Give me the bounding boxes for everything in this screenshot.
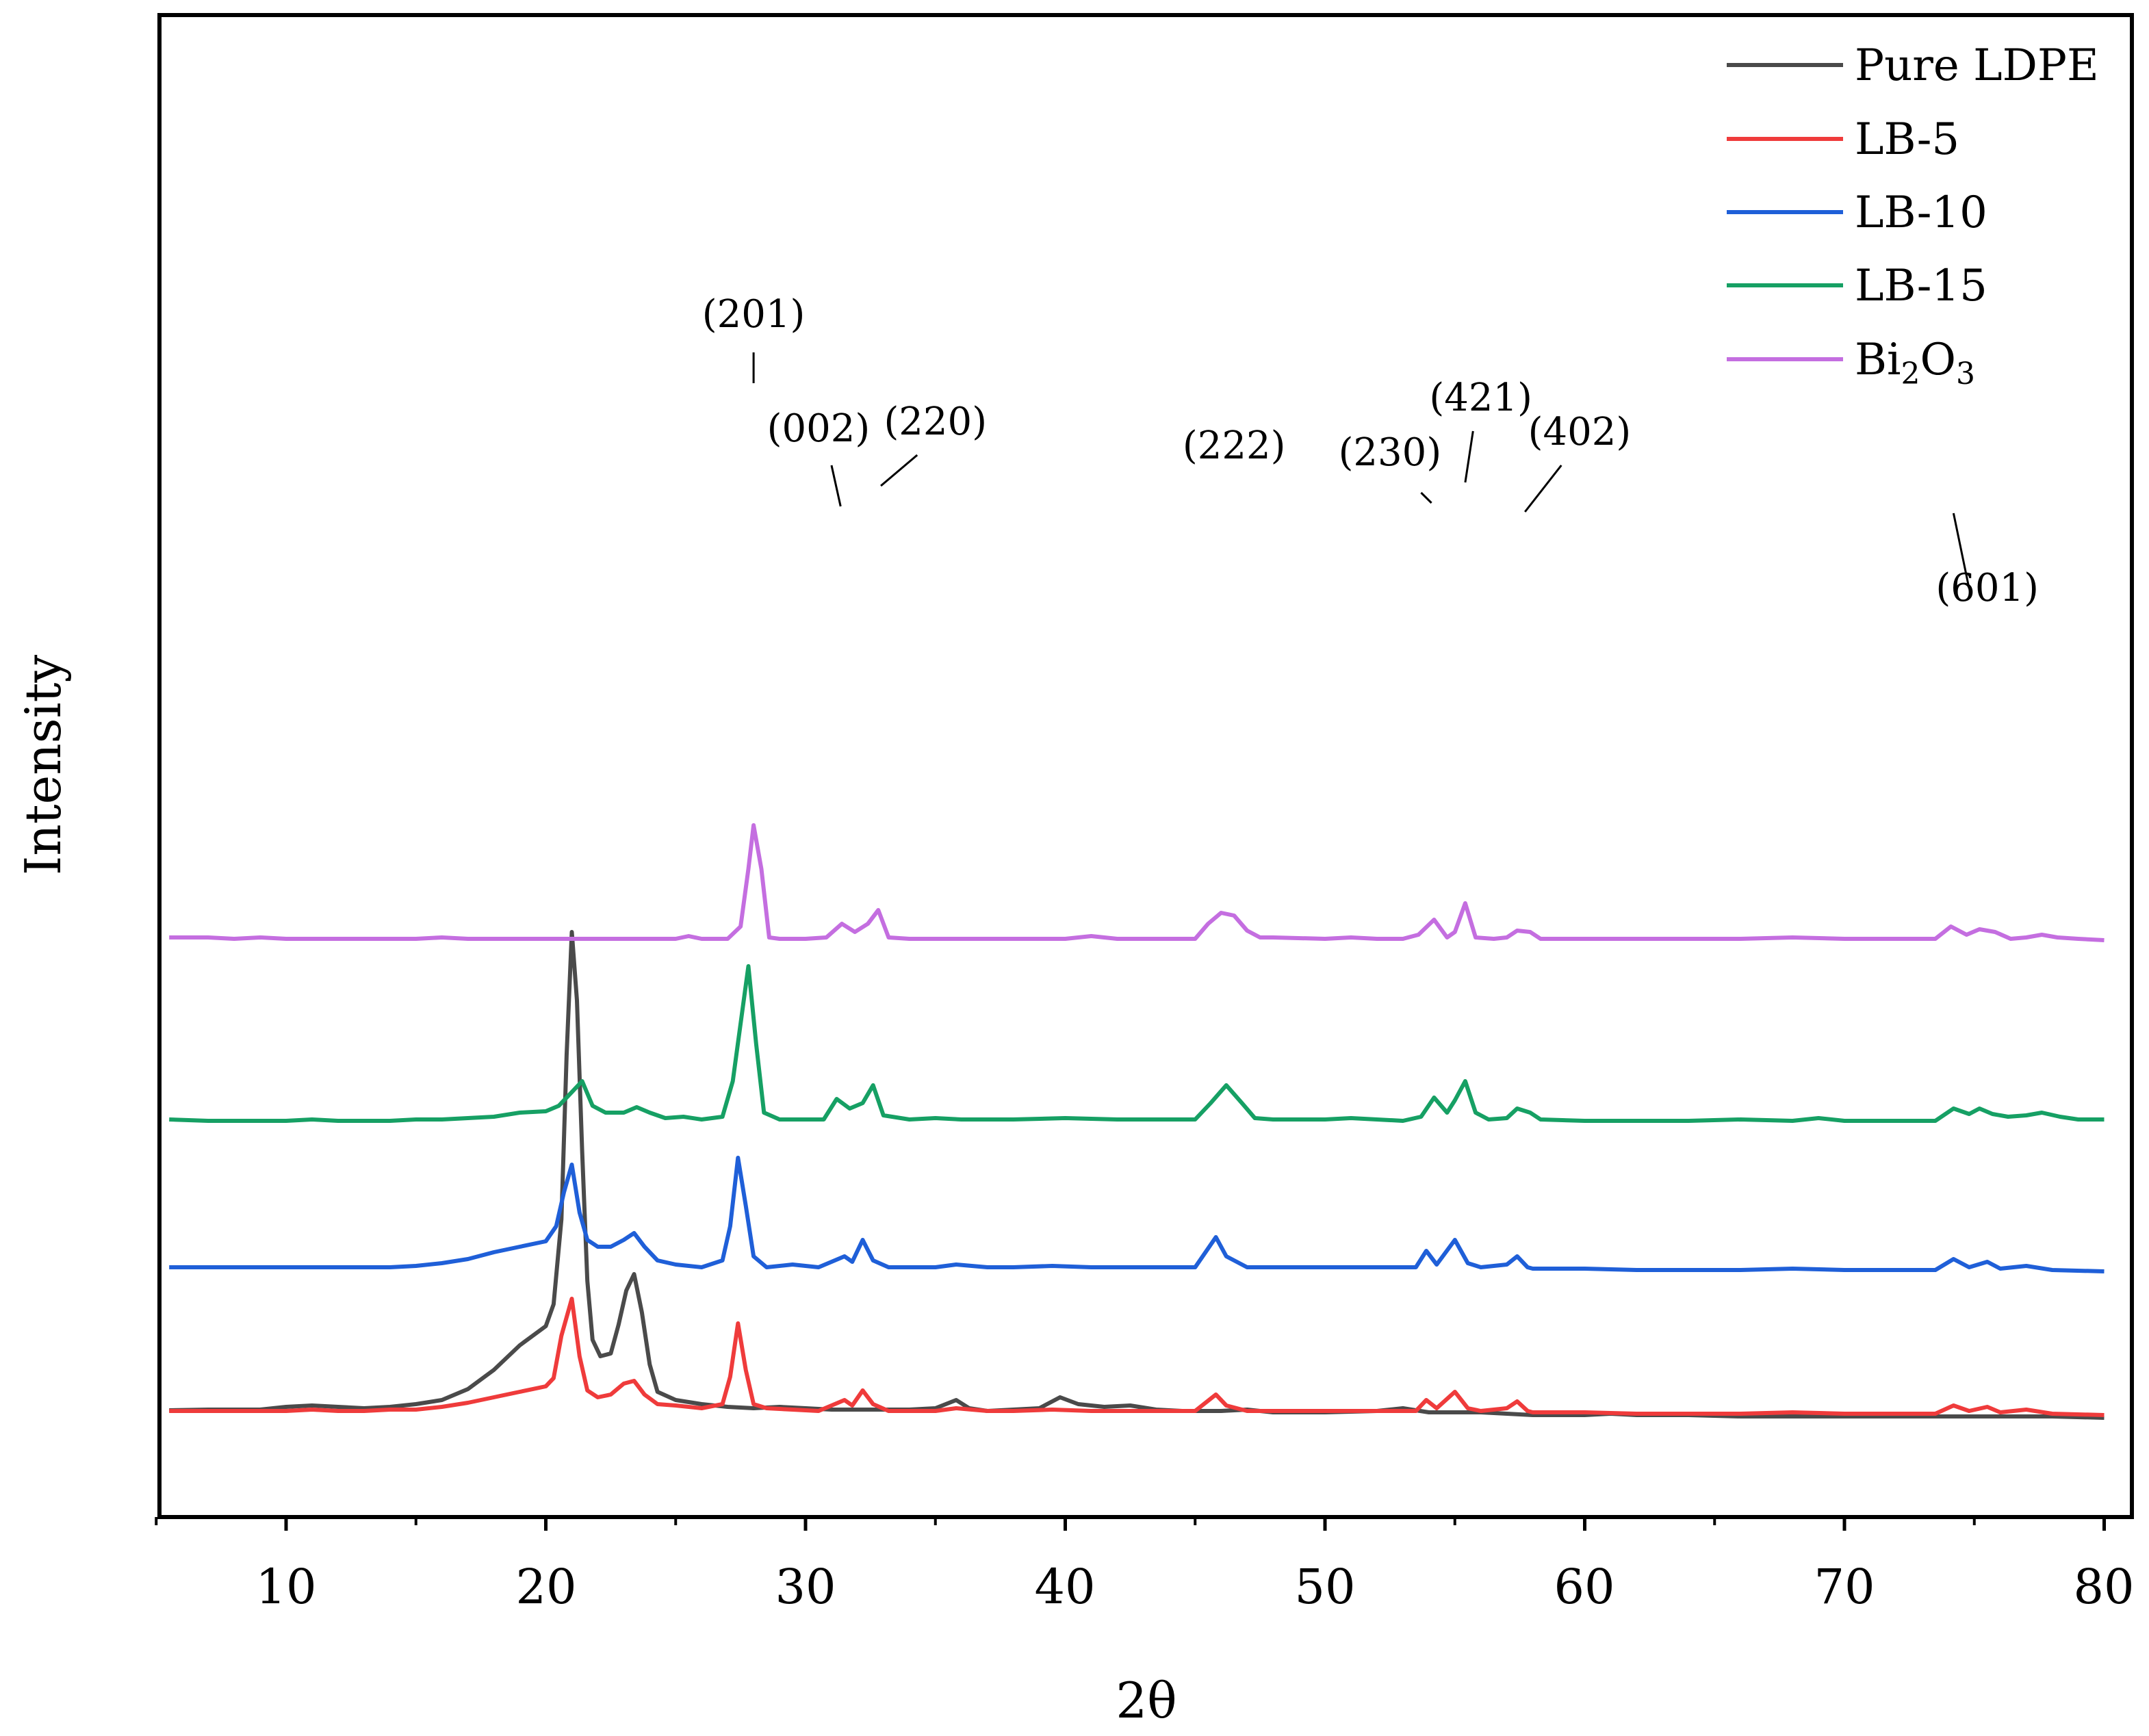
x-axis-ticks (155, 1517, 2106, 1531)
peak-annotations: (201) (002) (220) (222) (230) (421)(402) (601) (702, 292, 2039, 610)
series-group (169, 823, 2105, 1420)
x-tick-label-40: 40 (1034, 1559, 1095, 1615)
legend-bi2o3-bi: Bi (1855, 335, 1901, 385)
legend-label-pure-ldpe: Pure LDPE (1855, 40, 2099, 91)
legend-bi2o3-sub-3: 3 (1956, 357, 1975, 391)
x-tick-label-10: 10 (255, 1559, 316, 1615)
annotation-220: (220) (884, 400, 987, 444)
x-tick-label-30: 30 (775, 1559, 836, 1615)
x-tick-label-20: 20 (515, 1559, 576, 1615)
annotation-leader-230 (1420, 491, 1432, 504)
legend-label-lb-5: LB-5 (1855, 114, 1959, 165)
annotation-002: (002) (767, 406, 871, 451)
series-line-lb-10 (169, 1156, 2105, 1273)
legend-label-bi2o3: Bi2O3 (1855, 335, 1975, 391)
annotation-421: (421) (1429, 376, 1532, 420)
annotation-601: (601) (1935, 566, 2039, 610)
annotation-222: (222) (1183, 424, 1286, 468)
x-tick-label-50: 50 (1294, 1559, 1355, 1615)
x-axis-title: 2θ (1116, 1672, 1176, 1729)
annotation-201: (201) (702, 292, 806, 337)
annotation-leader-421 (1464, 430, 1474, 483)
x-axis-tick-labels: 10 20 30 40 50 60 70 80 (255, 1559, 2134, 1615)
series-line-lb-15 (169, 964, 2105, 1123)
legend-label-lb-15: LB-15 (1855, 261, 1987, 311)
annotation-leader-402 (1524, 465, 1562, 513)
series-line-pure-ldpe (169, 930, 2105, 1420)
x-tick-label-70: 70 (1814, 1559, 1875, 1615)
plot-frame (157, 13, 2134, 1519)
legend-bi2o3-o: O (1920, 335, 1956, 385)
x-tick-label-60: 60 (1554, 1559, 1614, 1615)
x-tick-label-80: 80 (2073, 1559, 2134, 1615)
legend-bi2o3-sub-2: 2 (1901, 357, 1920, 391)
series-line-lb-5 (169, 1297, 2105, 1417)
annotation-230: (230) (1339, 430, 1442, 475)
legend: Pure LDPE LB-5 LB-10 LB-15 Bi2O3 (1727, 40, 2099, 391)
legend-label-lb-10: LB-10 (1855, 187, 1987, 238)
series-line-bi2o3 (169, 823, 2105, 942)
annotation-leader-002 (830, 465, 842, 507)
y-axis-title: Intensity (14, 655, 72, 876)
annotation-402: (402) (1528, 410, 1632, 454)
annotation-leader-220 (880, 454, 918, 487)
annotation-leader-601 (1952, 513, 1970, 589)
